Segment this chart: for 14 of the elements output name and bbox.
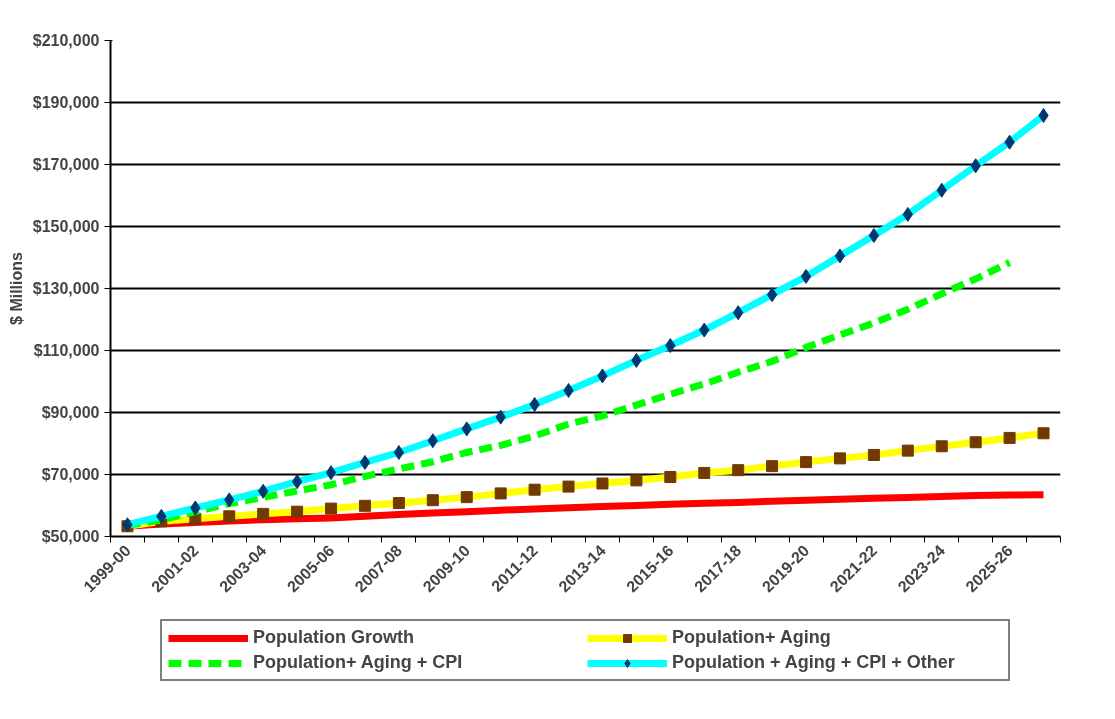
legend-label: Population+ Aging + CPI — [253, 652, 464, 673]
y-tick-label: $110,000 — [33, 342, 100, 359]
y-tick-label: $210,000 — [32, 32, 100, 49]
y-tick-label: $90,000 — [41, 404, 100, 421]
legend-label: Population Growth — [253, 627, 415, 648]
y-tick-label: $170,000 — [32, 156, 100, 173]
y-tick-label: $130,000 — [32, 280, 100, 297]
y-tick-label: $50,000 — [41, 528, 100, 545]
y-tick-label: $70,000 — [41, 466, 100, 483]
y-axis-title: $ Millions — [7, 251, 25, 325]
y-tick-label: $150,000 — [32, 218, 100, 235]
y-tick-label: $190,000 — [32, 94, 100, 111]
legend-label: Population+ Aging — [672, 627, 832, 648]
legend-label: Population + Aging + CPI + Other — [672, 652, 956, 673]
